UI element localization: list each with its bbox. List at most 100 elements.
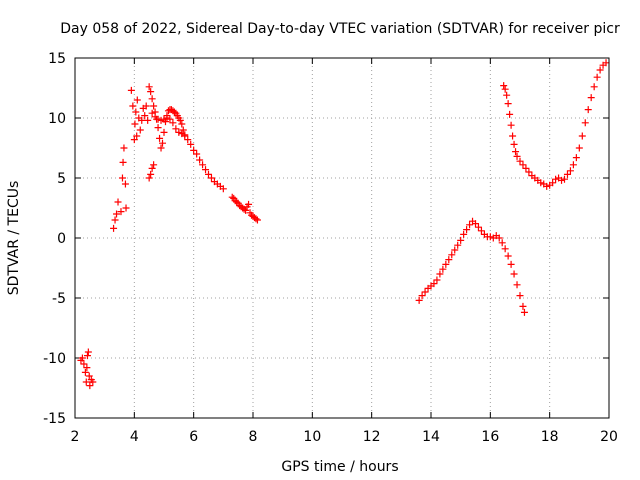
x-tick-label: 12 [363, 429, 381, 445]
x-tick-label: 20 [600, 429, 618, 445]
data-point [245, 200, 253, 208]
data-point [176, 116, 184, 124]
data-point [421, 288, 429, 296]
data-point [228, 193, 236, 201]
data-point [498, 239, 506, 247]
data-point [472, 220, 479, 228]
data-point [138, 116, 146, 124]
data-point [561, 175, 568, 183]
data-point [172, 125, 180, 133]
data-point [252, 215, 260, 223]
data-points [77, 59, 610, 390]
data-point [190, 146, 198, 154]
data-point [150, 102, 158, 110]
data-point [581, 119, 589, 127]
data-point [578, 132, 586, 140]
data-point [569, 161, 577, 169]
data-point [86, 382, 94, 390]
y-axis-title: SDTVAR / TECUs [6, 181, 22, 296]
plot-frame [74, 57, 610, 419]
data-point [242, 206, 250, 214]
data-point [117, 208, 125, 216]
data-point [114, 198, 122, 206]
data-point [430, 280, 438, 288]
data-point [160, 115, 168, 123]
data-point [193, 150, 201, 158]
x-tick-label: 6 [189, 429, 198, 445]
data-point [543, 182, 551, 190]
data-point [442, 260, 450, 268]
data-point [150, 161, 158, 169]
data-point [132, 108, 140, 116]
data-point [572, 154, 580, 162]
x-tick-label: 8 [249, 429, 258, 445]
data-point [160, 128, 168, 136]
data-point [187, 140, 195, 148]
data-point [157, 116, 165, 124]
data-point [148, 164, 156, 172]
y-tick-label: 10 [48, 111, 66, 127]
data-point [233, 198, 241, 206]
data-point [516, 292, 524, 300]
x-tick-label: 10 [303, 429, 321, 445]
data-point [439, 265, 447, 273]
data-point [457, 236, 465, 244]
data-point [513, 152, 521, 160]
data-point [500, 82, 508, 90]
data-point [466, 221, 474, 229]
data-point [166, 115, 174, 123]
y-tick-label: 15 [48, 51, 66, 67]
tick-labels: 2 4 6 8 10 12 14 16 18 20 -15 -10 -5 0 5 10 15 [43, 51, 618, 445]
data-point [584, 106, 592, 114]
x-tick-label: 16 [481, 429, 499, 445]
data-point [451, 246, 459, 254]
data-point [205, 170, 212, 178]
data-point [510, 140, 518, 148]
data-point [159, 139, 167, 147]
data-point [506, 110, 514, 118]
data-point [89, 378, 97, 386]
y-tick-label: 0 [57, 231, 66, 247]
data-point [196, 156, 204, 164]
data-point [433, 276, 441, 284]
data-point [549, 179, 557, 187]
data-point [84, 348, 92, 356]
data-point [512, 148, 520, 156]
data-point [509, 132, 517, 140]
data-point [145, 83, 153, 91]
data-point [495, 234, 503, 242]
data-point [122, 204, 130, 212]
data-point [129, 102, 137, 110]
data-point [178, 120, 186, 128]
data-point [566, 167, 574, 175]
data-point [154, 124, 162, 132]
data-point [113, 210, 121, 218]
data-point [163, 114, 171, 122]
data-point [448, 251, 456, 259]
data-point [148, 109, 156, 117]
data-point [202, 166, 210, 174]
data-point [418, 292, 426, 300]
x-tick-label: 2 [71, 429, 80, 445]
data-point [156, 134, 164, 142]
data-point [207, 174, 215, 182]
data-point [120, 144, 128, 152]
x-tick-label: 18 [541, 429, 559, 445]
data-point [170, 108, 178, 116]
data-point [563, 170, 571, 178]
x-axis-title: GPS time / hours [281, 459, 398, 475]
data-point [118, 174, 126, 182]
data-point [131, 120, 139, 128]
data-point [136, 126, 144, 134]
data-point [127, 86, 135, 94]
data-point [110, 224, 118, 232]
data-point [587, 94, 595, 102]
data-point [119, 158, 127, 166]
data-point [590, 83, 598, 91]
data-point [463, 226, 471, 234]
data-point [558, 176, 566, 184]
data-point [175, 128, 183, 136]
data-point [147, 88, 155, 96]
data-point [474, 223, 482, 231]
